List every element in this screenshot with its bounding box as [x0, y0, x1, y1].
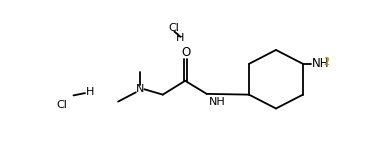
Text: NH: NH [209, 97, 226, 107]
Text: O: O [181, 46, 190, 59]
Text: N: N [136, 84, 144, 94]
Text: 2: 2 [323, 57, 329, 67]
Text: H: H [176, 33, 184, 43]
Text: NH: NH [312, 57, 330, 70]
Text: Cl: Cl [168, 23, 179, 33]
Text: H: H [86, 87, 94, 97]
Text: Cl: Cl [57, 100, 67, 110]
